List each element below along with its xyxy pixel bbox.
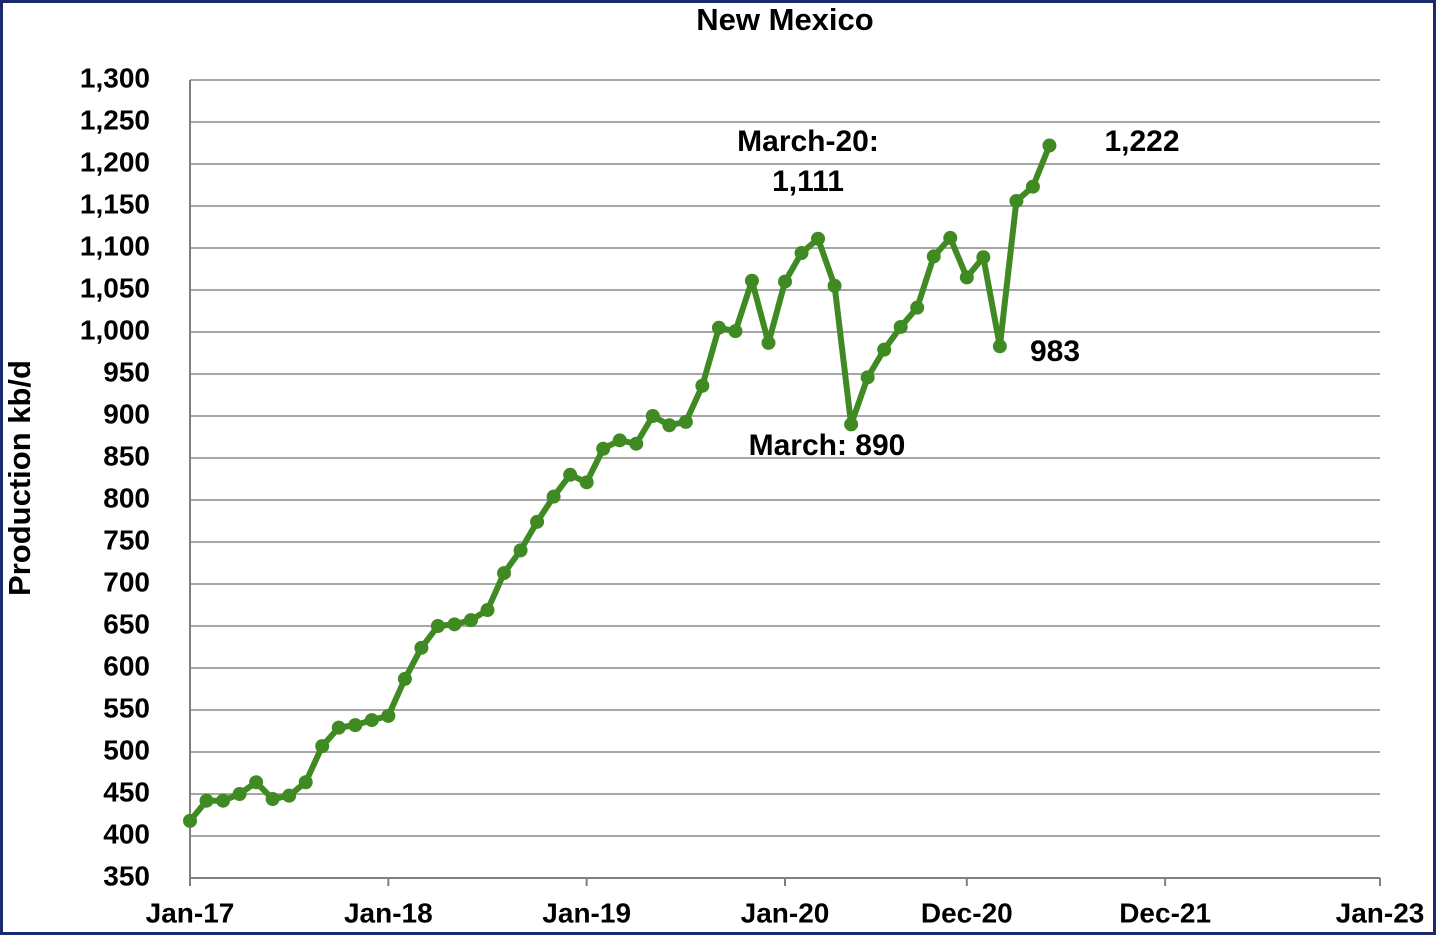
data-point [959, 270, 974, 285]
data-point [282, 788, 297, 803]
data-point [414, 640, 429, 655]
data-point [397, 671, 412, 686]
data-point [497, 566, 512, 581]
data-point [563, 467, 578, 482]
annotation: 1,222 [1104, 125, 1179, 158]
data-point [530, 514, 545, 529]
data-point [678, 414, 693, 429]
data-point [662, 418, 677, 433]
annotation: March: 890 [749, 429, 906, 462]
data-point [315, 739, 330, 754]
annotation: March-20: [737, 125, 879, 158]
data-point [298, 775, 313, 790]
y-tick-label: 850 [103, 440, 150, 471]
data-point [364, 713, 379, 728]
y-tick-label: 550 [103, 692, 150, 723]
annotation: 1,111 [772, 165, 844, 198]
data-point [463, 613, 478, 628]
y-tick-label: 650 [103, 608, 150, 639]
data-point [1025, 179, 1040, 194]
x-tick-label: Jan-19 [542, 897, 631, 928]
data-point [430, 619, 445, 633]
data-point [778, 274, 792, 289]
data-point [579, 475, 594, 490]
data-point [629, 436, 644, 451]
y-tick-label: 1,300 [80, 62, 150, 93]
data-point [711, 320, 726, 335]
y-tick-label: 600 [103, 650, 150, 681]
data-point [910, 300, 925, 315]
data-point [1042, 138, 1057, 153]
data-point [992, 339, 1007, 354]
x-tick-label: Dec-21 [1119, 897, 1211, 928]
data-point [331, 720, 346, 735]
y-tick-label: 1,050 [80, 272, 150, 303]
y-tick-label: 900 [103, 398, 150, 429]
data-point [794, 246, 809, 261]
data-point [728, 324, 743, 339]
y-tick-label: 700 [103, 566, 150, 597]
data-point [447, 617, 462, 632]
data-point [596, 441, 611, 456]
y-tick-label: 450 [103, 776, 150, 807]
data-point [513, 543, 528, 558]
data-point [232, 787, 247, 801]
data-point [844, 417, 859, 432]
y-tick-label: 1,250 [80, 104, 150, 135]
y-tick-label: 950 [103, 356, 150, 387]
data-point [381, 708, 396, 723]
data-point [249, 775, 264, 790]
x-tick-label: Jan-23 [1336, 897, 1425, 928]
chart-title: New Mexico [696, 2, 873, 37]
data-point [348, 718, 363, 733]
y-tick-label: 1,100 [80, 230, 150, 261]
data-point [612, 433, 627, 448]
data-point [695, 378, 710, 393]
data-point [943, 230, 958, 245]
y-axis-label: Production kb/d [2, 360, 37, 596]
x-tick-label: Dec-20 [921, 897, 1013, 928]
x-tick-label: Jan-17 [146, 897, 235, 928]
y-tick-label: 750 [103, 524, 150, 555]
data-point [827, 278, 842, 293]
annotation: 983 [1030, 335, 1080, 368]
data-point [216, 793, 231, 808]
data-point [877, 342, 892, 357]
y-tick-label: 350 [103, 860, 150, 891]
x-tick-label: Jan-20 [741, 897, 830, 928]
data-point [265, 792, 280, 807]
data-point [811, 231, 826, 246]
data-point [480, 603, 495, 618]
y-tick-label: 800 [103, 482, 150, 513]
x-tick-label: Jan-18 [344, 897, 433, 928]
data-point [860, 370, 875, 385]
y-tick-label: 1,150 [80, 188, 150, 219]
data-point [976, 250, 991, 265]
y-tick-label: 1,200 [80, 146, 150, 177]
data-point [199, 793, 214, 808]
data-point [546, 489, 561, 504]
y-tick-label: 400 [103, 818, 150, 849]
data-point [761, 335, 776, 350]
data-point [893, 319, 908, 334]
y-tick-label: 500 [103, 734, 150, 765]
y-tick-label: 1,000 [80, 314, 150, 345]
data-point [1009, 193, 1024, 208]
data-point [744, 273, 759, 288]
data-point [183, 813, 197, 828]
data-point [926, 249, 941, 264]
data-point [645, 409, 660, 423]
